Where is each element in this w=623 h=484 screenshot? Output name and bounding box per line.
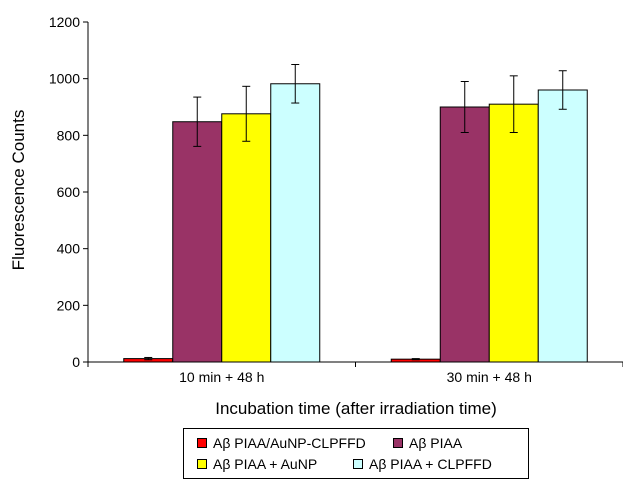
legend: Aβ PIAA/AuNP-CLPFFD Aβ PIAA Aβ PIAA + Au… — [183, 428, 529, 479]
legend-item: Aβ PIAA + AuNP — [197, 456, 317, 472]
y-tick-label: 200 — [57, 297, 81, 313]
y-tick-label: 600 — [57, 184, 81, 200]
y-axis-title: Fluorescence Counts — [9, 110, 28, 271]
legend-label: Aβ PIAA — [409, 435, 463, 451]
bars-layer — [123, 83, 588, 363]
legend-swatch — [353, 459, 363, 469]
x-ticks: 10 min + 48 h 30 min + 48 h — [87, 362, 623, 385]
legend-item: Aβ PIAA + CLPFFD — [353, 456, 492, 472]
legend-label: Aβ PIAA/AuNP-CLPFFD — [213, 435, 366, 451]
y-tick-label: 800 — [57, 127, 81, 143]
legend-label: Aβ PIAA + AuNP — [213, 456, 318, 472]
legend-swatch — [393, 438, 403, 448]
y-tick-label: 1000 — [49, 71, 80, 87]
bar — [488, 103, 539, 363]
bar — [172, 121, 223, 363]
error-bars-layer — [144, 64, 567, 361]
y-tick-label: 0 — [72, 354, 80, 370]
legend-label: Aβ PIAA + CLPFFD — [369, 456, 492, 472]
legend-swatch — [197, 459, 207, 469]
x-tick-label: 30 min + 48 h — [447, 369, 532, 385]
x-axis-title: Incubation time (after irradiation time) — [215, 399, 497, 418]
x-tick-label: 10 min + 48 h — [179, 369, 264, 385]
legend-item: Aβ PIAA — [393, 435, 462, 451]
y-tick-label: 400 — [57, 241, 81, 257]
y-ticks: 0 200 400 600 800 1000 1200 — [49, 14, 88, 370]
bar — [439, 106, 490, 363]
legend-item: Aβ PIAA/AuNP-CLPFFD — [197, 435, 366, 451]
y-tick-label: 1200 — [49, 14, 80, 30]
bar — [270, 83, 321, 363]
legend-swatch — [197, 438, 207, 448]
bar — [221, 113, 272, 363]
bar-chart: 0 200 400 600 800 1000 1200 10 min + 48 h 30 mi… — [9, 14, 623, 418]
bar — [537, 89, 588, 363]
